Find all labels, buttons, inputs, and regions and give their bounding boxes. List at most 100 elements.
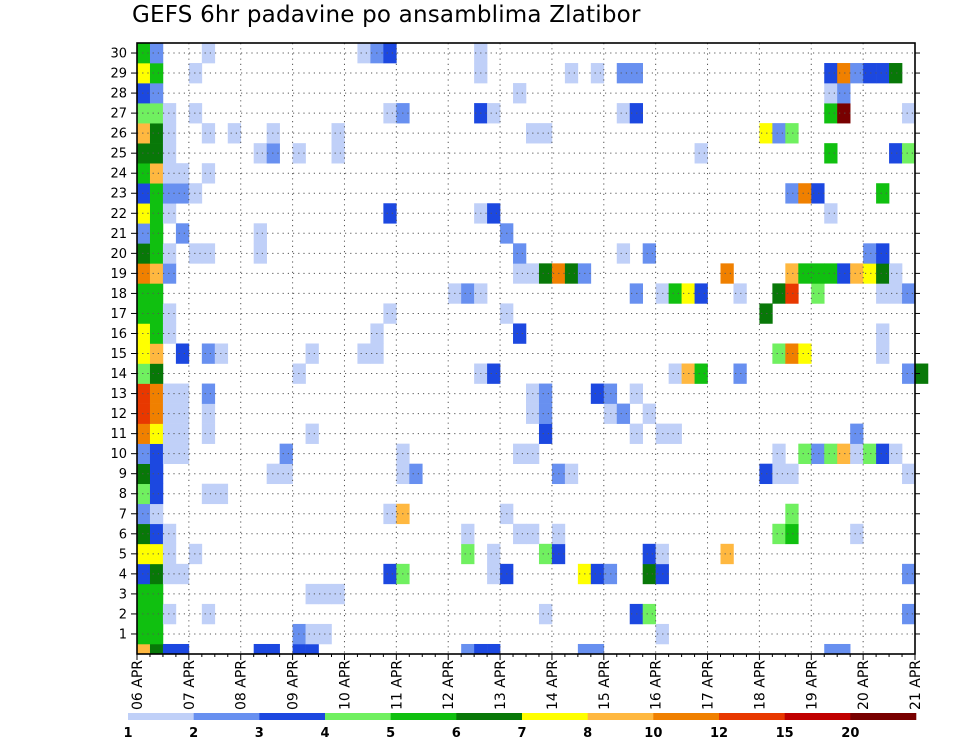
precip-cell [850, 263, 864, 284]
x-tick-label: 11 APR [389, 660, 405, 710]
precip-cell [253, 243, 267, 264]
precip-cell [149, 463, 164, 485]
precip-cell [162, 243, 177, 264]
precip-cell [137, 323, 151, 344]
precip-cell [149, 43, 164, 64]
precip-cell [824, 83, 838, 104]
y-tick-label: 20 [110, 247, 127, 262]
precip-cell [889, 263, 903, 284]
precip-cell [305, 643, 319, 655]
x-tick-label: 21 APR [908, 660, 924, 710]
x-tick-label: 12 APR [441, 660, 457, 710]
precip-cell [175, 163, 190, 184]
precip-cell [137, 43, 151, 64]
precip-cell [331, 583, 345, 605]
y-tick-label: 2 [119, 607, 127, 622]
precip-cell [850, 423, 864, 444]
precip-cell [188, 543, 203, 565]
x-tick-label: 07 APR [182, 660, 198, 710]
precip-cell [331, 143, 345, 164]
legend-label: 2 [189, 726, 198, 741]
precip-cell [149, 323, 164, 344]
y-tick-label: 26 [110, 127, 127, 142]
precip-cell [642, 603, 656, 625]
precip-cell [785, 263, 799, 284]
precip-cell [175, 223, 190, 244]
precip-cell [538, 263, 553, 284]
color-legend: 1 2 3 4 5 6 7 8 10 12 15 20 [123, 713, 917, 741]
precip-cell [785, 523, 799, 545]
y-tick-label: 29 [110, 67, 127, 82]
precip-cell [137, 363, 151, 384]
precip-cell [642, 563, 656, 585]
precip-cell [538, 543, 553, 565]
precip-cell [811, 183, 825, 204]
precip-cell [863, 243, 877, 264]
precip-cell [915, 363, 929, 384]
legend-label: 1 [123, 726, 132, 741]
precip-cell [149, 303, 164, 324]
x-tick-label: 20 APR [856, 660, 872, 710]
y-tick-label: 19 [110, 267, 127, 282]
precip-cell [616, 103, 631, 124]
precip-cell [201, 383, 216, 404]
legend-swatch [850, 713, 917, 720]
y-tick-label: 24 [110, 167, 127, 182]
precip-cell [642, 403, 656, 424]
x-tick-label: 18 APR [752, 660, 768, 710]
precip-cell [837, 103, 851, 124]
precip-cell [383, 43, 397, 64]
precip-cell [149, 243, 164, 264]
legend-swatch [784, 713, 851, 720]
precip-cell [487, 643, 501, 655]
precip-cell [149, 623, 164, 645]
y-tick-label: 27 [110, 107, 127, 122]
legend-label: 5 [386, 726, 395, 741]
precip-cell [149, 83, 164, 104]
precip-cell [824, 203, 838, 224]
precip-cell [137, 423, 151, 444]
precip-cell [137, 643, 151, 655]
precip-cell [733, 363, 747, 384]
precip-cell [214, 483, 229, 505]
precip-cell [137, 443, 151, 464]
precip-cell [149, 223, 164, 244]
precip-cell [798, 443, 812, 464]
precip-cell [149, 503, 164, 525]
precip-cell [149, 343, 164, 364]
precip-cell [162, 323, 177, 344]
precip-cell [824, 63, 838, 84]
precip-cell [149, 643, 164, 655]
heatmap-cells [137, 43, 929, 655]
x-tick-label: 06 APR [130, 660, 146, 710]
precip-cell [149, 363, 164, 384]
precip-cell [383, 103, 397, 124]
precip-cell [513, 263, 527, 284]
precip-cell [876, 283, 890, 304]
legend-swatch [390, 713, 457, 720]
y-tick-label: 28 [110, 87, 127, 102]
y-tick-label: 8 [119, 487, 127, 502]
precip-cell [785, 183, 799, 204]
precip-cell [162, 203, 177, 224]
precip-cell [149, 163, 164, 184]
axis-ticks [131, 52, 920, 660]
precip-cell [889, 143, 903, 164]
precip-cell [513, 243, 527, 264]
precip-cell [162, 443, 177, 464]
precip-cell [902, 283, 916, 304]
precip-cell [863, 63, 877, 84]
precip-cell [137, 83, 151, 104]
y-tick-label: 1 [119, 627, 127, 642]
precip-cell [292, 643, 306, 655]
precip-cell [772, 523, 786, 545]
precip-cell [733, 283, 747, 304]
precip-cell [824, 443, 838, 464]
precip-cell [137, 263, 151, 284]
y-tick-label: 4 [119, 567, 127, 582]
precip-cell [876, 323, 890, 344]
precip-cell [305, 343, 319, 364]
y-tick-label: 18 [110, 287, 127, 302]
precip-cell [876, 63, 890, 84]
precip-cell [279, 463, 293, 485]
